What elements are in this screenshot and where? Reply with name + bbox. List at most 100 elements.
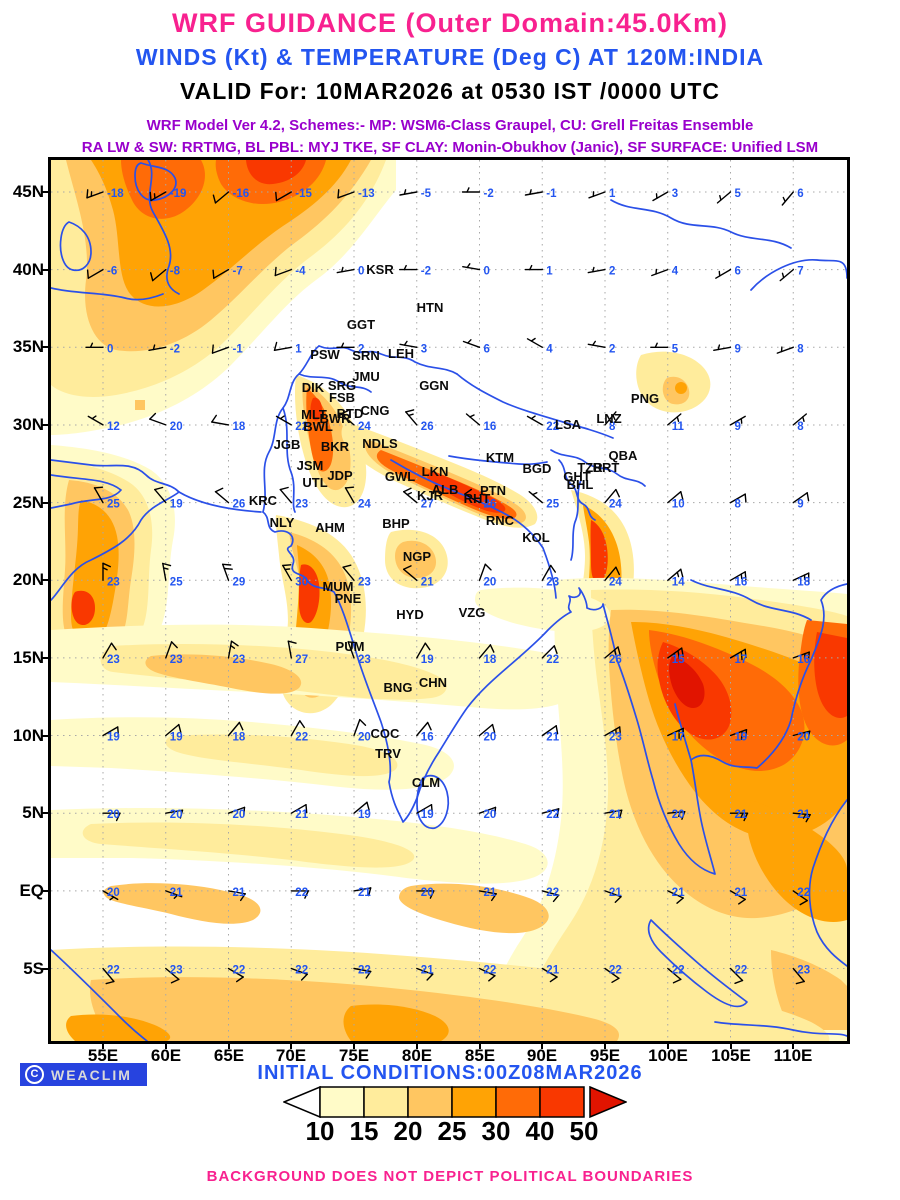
svg-text:23: 23 — [358, 576, 371, 588]
svg-text:7: 7 — [797, 266, 803, 278]
svg-text:21: 21 — [484, 887, 497, 899]
svg-text:MUM: MUM — [322, 579, 353, 594]
svg-text:3: 3 — [421, 343, 427, 355]
svg-text:29: 29 — [233, 576, 246, 588]
svg-text:TZR: TZR — [577, 460, 603, 475]
svg-text:6: 6 — [484, 343, 490, 355]
svg-text:14: 14 — [672, 576, 685, 588]
weaclim-logo: C WEACLIM — [20, 1063, 147, 1086]
svg-text:-2: -2 — [421, 266, 431, 278]
svg-text:CNG: CNG — [361, 403, 390, 418]
svg-text:23: 23 — [107, 576, 120, 588]
valid-time-line: VALID For: 10MAR2026 at 0530 IST /0000 U… — [179, 78, 721, 104]
svg-text:-19: -19 — [170, 188, 187, 200]
lat-axis-tick — [42, 735, 51, 737]
lon-axis-label: 95E — [589, 1046, 621, 1065]
lat-axis-tick — [42, 890, 51, 892]
svg-text:30: 30 — [295, 576, 308, 588]
svg-text:27: 27 — [421, 499, 434, 511]
svg-text:12: 12 — [107, 421, 120, 433]
svg-text:11: 11 — [672, 421, 685, 433]
svg-text:BRT: BRT — [593, 460, 620, 475]
svg-text:FSB: FSB — [329, 390, 355, 405]
svg-text:20: 20 — [421, 887, 434, 899]
svg-text:KOL: KOL — [522, 530, 550, 545]
svg-text:9: 9 — [797, 499, 803, 511]
svg-text:-7: -7 — [233, 266, 243, 278]
svg-text:19: 19 — [107, 732, 120, 744]
svg-text:21: 21 — [546, 965, 559, 977]
svg-text:-4: -4 — [295, 266, 306, 278]
svg-text:JDP: JDP — [327, 468, 353, 483]
svg-text:21: 21 — [609, 887, 622, 899]
svg-text:21: 21 — [170, 887, 183, 899]
model-scheme-line-2: RA LW & SW: RRTMG, BL PBL: MYJ TKE, SF C… — [81, 139, 819, 156]
svg-text:9: 9 — [735, 421, 741, 433]
svg-text:22: 22 — [295, 421, 308, 433]
svg-text:-16: -16 — [233, 188, 250, 200]
lat-axis-label: 15N — [12, 648, 44, 667]
lat-axis-label: EQ — [19, 881, 44, 900]
svg-text:15: 15 — [672, 654, 685, 666]
svg-text:22: 22 — [546, 421, 559, 433]
coastlines-and-borders — [51, 160, 847, 1041]
svg-text:20: 20 — [107, 887, 120, 899]
svg-text:BWR: BWR — [319, 411, 351, 426]
svg-text:-15: -15 — [295, 188, 312, 200]
svg-text:27: 27 — [295, 654, 308, 666]
svg-text:GGN: GGN — [419, 378, 449, 393]
svg-text:DIK: DIK — [302, 380, 325, 395]
svg-text:18: 18 — [797, 576, 810, 588]
svg-text:KTM: KTM — [486, 450, 514, 465]
lon-axis-label: 80E — [401, 1046, 433, 1065]
svg-text:CLM: CLM — [412, 775, 440, 790]
svg-text:26: 26 — [484, 499, 497, 511]
svg-text:26: 26 — [609, 654, 622, 666]
lon-axis-label: 60E — [150, 1046, 182, 1065]
svg-text:16: 16 — [797, 654, 810, 666]
svg-text:26: 26 — [233, 499, 246, 511]
svg-text:NDLS: NDLS — [362, 436, 398, 451]
svg-text:23: 23 — [797, 965, 810, 977]
svg-text:GGT: GGT — [347, 317, 375, 332]
colorbar-tick-label: 30 — [481, 1116, 511, 1146]
svg-text:26: 26 — [421, 421, 434, 433]
svg-text:17: 17 — [672, 732, 685, 744]
svg-text:CHN: CHN — [419, 675, 447, 690]
lat-axis-tick — [42, 269, 51, 271]
svg-text:PTN: PTN — [480, 483, 506, 498]
svg-text:23: 23 — [609, 732, 622, 744]
lon-axis-tick — [102, 1041, 104, 1049]
lat-axis-label: 45N — [12, 182, 44, 201]
lat-axis-tick — [42, 346, 51, 348]
lat-axis-label: 25N — [12, 493, 44, 512]
svg-text:25: 25 — [546, 499, 559, 511]
svg-text:19: 19 — [421, 654, 434, 666]
svg-text:21: 21 — [421, 576, 434, 588]
svg-text:19: 19 — [170, 732, 183, 744]
svg-text:GWL: GWL — [385, 469, 415, 484]
page-title: WRF GUIDANCE (Outer Domain:45.0Km) — [171, 8, 729, 38]
svg-text:6: 6 — [735, 266, 741, 278]
svg-text:JMU: JMU — [352, 369, 379, 384]
svg-text:19: 19 — [735, 732, 748, 744]
svg-text:JSM: JSM — [297, 458, 324, 473]
lon-axis-tick — [541, 1041, 543, 1049]
svg-text:8: 8 — [609, 421, 616, 433]
svg-text:PNE: PNE — [335, 591, 362, 606]
lon-axis-tick — [792, 1041, 794, 1049]
lon-axis-tick — [416, 1041, 418, 1049]
svg-text:20: 20 — [484, 809, 497, 821]
svg-text:23: 23 — [546, 576, 559, 588]
grid-lines — [51, 160, 847, 1041]
model-scheme-line-1: WRF Model Ver 4.2, Schemes:- MP: WSM6-Cl… — [146, 117, 754, 134]
lon-axis-tick — [290, 1041, 292, 1049]
svg-text:BHL: BHL — [567, 477, 594, 492]
svg-text:23: 23 — [295, 499, 308, 511]
svg-text:NLY: NLY — [270, 515, 295, 530]
svg-text:UTL: UTL — [302, 475, 327, 490]
lat-axis-tick — [42, 579, 51, 581]
svg-text:23: 23 — [170, 965, 183, 977]
svg-text:KSR: KSR — [366, 262, 394, 277]
